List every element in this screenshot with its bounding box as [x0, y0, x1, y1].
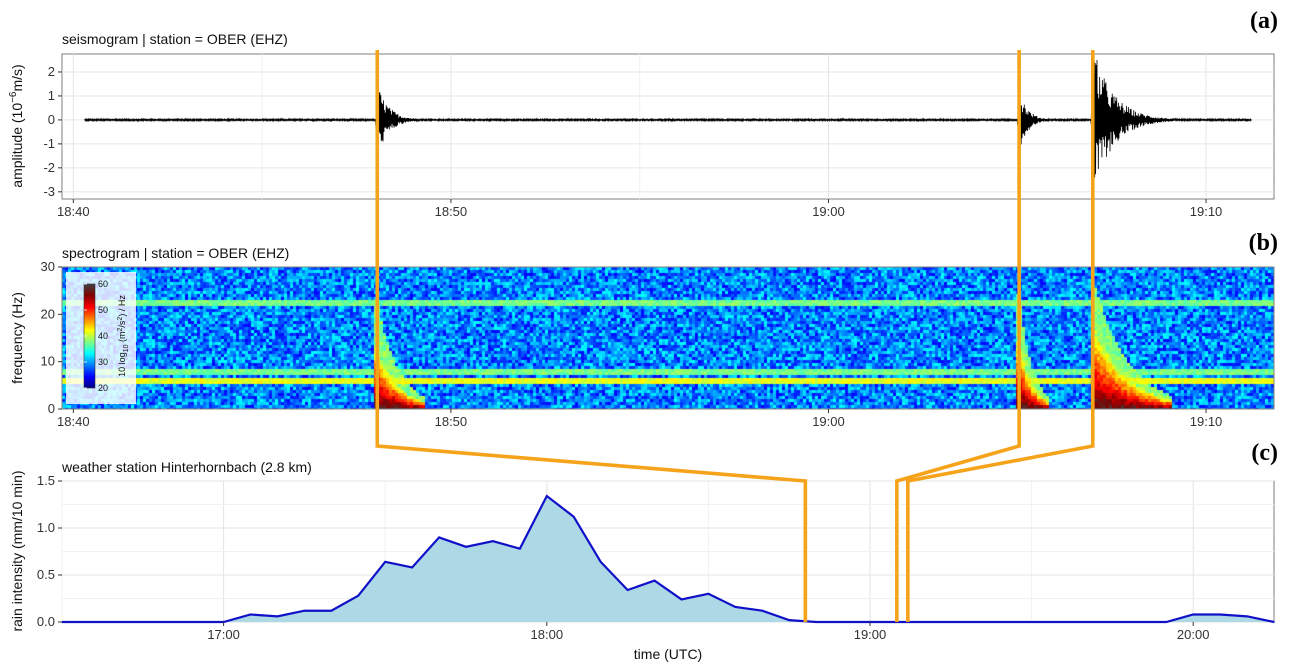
panel-b: (b) spectrogram | station = OBER (EHZ) 1…	[9, 230, 1278, 429]
panel-c-y-label: rain intensity (mm/10 min)	[9, 470, 25, 631]
rain-data-point	[438, 536, 440, 539]
panel-c-y-tick-label: 1.5	[37, 473, 55, 488]
panel-c-x-tick-label: 19:00	[854, 627, 887, 642]
event-connectors	[375, 50, 1095, 622]
panel-a-y-tick-label: -1	[43, 136, 55, 151]
colorbar-label: 10 log10 (m2/s2) / Hz	[117, 295, 130, 377]
colorbar-tick-label: 60	[98, 279, 108, 289]
panel-b-x-tick-label: 18:50	[435, 414, 468, 429]
rain-data-point	[1030, 621, 1033, 623]
panel-b-y-tick-label: 10	[41, 354, 55, 369]
rain-data-point	[1111, 621, 1114, 623]
panel-b-letter: (b)	[1249, 230, 1278, 256]
event-connector-line	[906, 50, 1095, 622]
panel-a-x-tick-label: 18:40	[57, 204, 90, 219]
rain-data-point	[1246, 615, 1248, 618]
panel-a-x-tick-label: 19:00	[812, 204, 845, 219]
seismogram-trace	[84, 59, 1252, 178]
panel-a-plot-area	[61, 53, 1275, 200]
rain-intensity-points	[61, 495, 1275, 623]
rain-data-point	[572, 515, 575, 518]
panel-a-x-tick-label: 19:10	[1190, 204, 1223, 219]
panel-a-x-ticks: 18:40 18:50 19:00 19:10	[57, 199, 1222, 219]
rain-data-point	[303, 609, 306, 612]
rain-data-point	[357, 594, 360, 597]
panel-a-y-tick-label: 1	[48, 88, 55, 103]
panel-b-y-tick-label: 30	[41, 259, 55, 274]
rain-data-point	[115, 621, 117, 623]
spectrogram-image	[62, 267, 1274, 409]
rain-data-point	[599, 561, 602, 563]
rain-data-point	[168, 621, 171, 623]
rain-data-point	[680, 598, 683, 601]
panel-c-y-tick-label: 0.5	[37, 567, 55, 582]
panel-c-y-tick-label: 1.0	[37, 520, 55, 535]
panel-c: (c) weather station Hinterhornbach (2.8 …	[9, 440, 1278, 662]
panel-a-y-ticks: -3 -2 -1 0 1 2	[43, 64, 62, 199]
panel-b-y-label: frequency (Hz)	[9, 292, 25, 384]
rain-data-point	[465, 546, 467, 548]
rain-data-point	[815, 621, 817, 623]
colorbar-ticks: 20 30 40 50 60	[84, 279, 108, 393]
colorbar-tick-label: 30	[98, 357, 108, 367]
panel-a-x-tick-label: 18:50	[435, 204, 468, 219]
rain-data-point	[626, 589, 629, 591]
panel-c-title: weather station Hinterhornbach (2.8 km)	[61, 459, 312, 475]
rain-data-point	[492, 540, 494, 542]
event-connector-line	[895, 50, 1021, 622]
panel-c-y-tick-label: 0.0	[37, 614, 55, 629]
panel-c-x-tick-label: 18:00	[531, 627, 564, 642]
panel-a-title: seismogram | station = OBER (EHZ)	[62, 31, 288, 47]
rain-data-point	[411, 566, 413, 569]
colorbar-legend: 20 30 40 50 60 10 log10 (m2/s2) / Hz	[66, 272, 136, 404]
rain-data-point	[1165, 621, 1168, 623]
panel-a: (a) seismogram | station = OBER (EHZ) 18…	[8, 8, 1278, 219]
rain-data-point	[546, 495, 548, 497]
rain-data-point	[330, 609, 333, 612]
panel-b-y-ticks: 0 10 20 30	[41, 259, 62, 416]
colorbar-tick-label: 40	[98, 331, 108, 341]
rain-data-point	[950, 621, 952, 623]
rain-data-point	[276, 615, 279, 618]
panel-c-x-tick-label: 17:00	[207, 627, 240, 642]
rain-data-point	[1192, 613, 1194, 616]
panel-b-x-tick-label: 19:10	[1190, 414, 1223, 429]
rain-data-point	[1219, 613, 1221, 616]
rain-data-point	[761, 609, 764, 612]
panel-c-x-tick-label: 20:00	[1177, 627, 1210, 642]
panel-a-letter: (a)	[1250, 8, 1278, 34]
panel-a-y-tick-label: -2	[43, 160, 55, 175]
event-connector-line	[375, 50, 808, 622]
panel-a-y-tick-label: 0	[48, 112, 55, 127]
panel-b-frame	[61, 266, 1275, 410]
panel-b-x-ticks: 18:40 18:50 19:00 19:10	[57, 409, 1222, 429]
panel-a-y-label: amplitude (10−6m/s)	[8, 64, 25, 187]
colorbar-tick-label: 20	[98, 383, 108, 393]
panel-c-x-label: time (UTC)	[634, 646, 702, 662]
panel-c-x-ticks: 17:00 18:00 19:00 20:00	[207, 622, 1209, 642]
rain-data-point	[384, 561, 387, 563]
panel-b-y-tick-label: 0	[48, 401, 55, 416]
colorbar-background	[66, 272, 136, 404]
colorbar-tick-label: 50	[98, 305, 108, 315]
rain-data-point	[249, 613, 252, 616]
panel-a-y-tick-label: 2	[48, 64, 55, 79]
rain-data-point	[707, 593, 710, 595]
rain-data-point	[1273, 621, 1275, 623]
spectrogram-heatmap	[62, 267, 1274, 409]
panel-b-y-tick-label: 20	[41, 306, 55, 321]
panel-b-x-tick-label: 18:40	[57, 414, 90, 429]
panel-c-letter: (c)	[1251, 440, 1278, 466]
panel-c-y-ticks: 0.0 0.5 1.0 1.5	[37, 473, 62, 629]
panel-b-x-tick-label: 19:00	[812, 414, 845, 429]
panel-b-title: spectrogram | station = OBER (EHZ)	[62, 245, 289, 261]
rain-intensity-area	[62, 496, 1274, 622]
rain-data-point	[788, 619, 790, 621]
rain-data-point	[734, 606, 737, 608]
panel-a-y-tick-label: -3	[43, 184, 55, 199]
rain-data-point	[519, 547, 521, 550]
rain-data-point	[653, 579, 656, 582]
